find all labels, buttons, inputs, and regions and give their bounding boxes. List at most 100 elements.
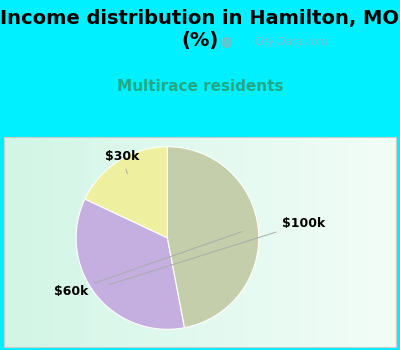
Bar <box>213 136 216 346</box>
Bar <box>174 136 177 346</box>
Bar <box>292 136 295 346</box>
Bar <box>373 136 376 346</box>
Bar <box>151 136 154 346</box>
Bar <box>27 136 30 346</box>
Bar <box>318 136 321 346</box>
Bar <box>125 136 128 346</box>
Bar <box>17 136 20 346</box>
Bar <box>236 136 239 346</box>
Bar <box>220 136 223 346</box>
Bar <box>118 136 122 346</box>
Bar <box>380 136 383 346</box>
Bar <box>304 136 308 346</box>
Bar <box>393 136 396 346</box>
Bar <box>102 136 105 346</box>
Bar <box>301 136 304 346</box>
Bar <box>242 136 246 346</box>
Bar <box>285 136 288 346</box>
Bar <box>269 136 272 346</box>
Bar <box>383 136 386 346</box>
Bar <box>331 136 334 346</box>
Bar <box>206 136 210 346</box>
Bar <box>14 136 17 346</box>
Bar <box>334 136 337 346</box>
Bar <box>262 136 265 346</box>
Bar <box>158 136 161 346</box>
Bar <box>360 136 363 346</box>
Bar <box>46 136 50 346</box>
Bar <box>246 136 249 346</box>
Bar <box>210 136 213 346</box>
Bar <box>40 136 43 346</box>
Bar <box>50 136 53 346</box>
Bar <box>203 136 206 346</box>
Bar <box>99 136 102 346</box>
Bar <box>73 136 76 346</box>
Bar <box>177 136 180 346</box>
Bar <box>187 136 190 346</box>
Bar <box>265 136 268 346</box>
Bar <box>386 136 390 346</box>
Bar <box>390 136 393 346</box>
Bar <box>324 136 327 346</box>
Bar <box>308 136 311 346</box>
Bar <box>122 136 125 346</box>
Bar <box>230 136 233 346</box>
Bar <box>135 136 138 346</box>
Bar <box>92 136 96 346</box>
Bar <box>128 136 131 346</box>
Bar <box>79 136 82 346</box>
Bar <box>233 136 236 346</box>
Bar <box>66 136 69 346</box>
Bar <box>259 136 262 346</box>
Bar <box>321 136 324 346</box>
Bar <box>180 136 184 346</box>
Wedge shape <box>76 199 184 329</box>
Bar <box>288 136 292 346</box>
Bar <box>164 136 167 346</box>
Bar <box>10 136 14 346</box>
Text: $100k: $100k <box>109 217 325 285</box>
Bar <box>86 136 89 346</box>
Bar <box>144 136 148 346</box>
Bar <box>216 136 220 346</box>
Bar <box>337 136 340 346</box>
Bar <box>89 136 92 346</box>
Bar <box>363 136 366 346</box>
Bar <box>34 136 37 346</box>
Bar <box>200 136 203 346</box>
Bar <box>350 136 354 346</box>
Bar <box>60 136 63 346</box>
Bar <box>76 136 79 346</box>
Bar <box>161 136 164 346</box>
Bar <box>53 136 56 346</box>
Bar <box>295 136 298 346</box>
Bar <box>69 136 73 346</box>
Bar <box>340 136 344 346</box>
Bar <box>370 136 373 346</box>
Bar <box>357 136 360 346</box>
Bar <box>190 136 194 346</box>
Bar <box>24 136 27 346</box>
Bar <box>115 136 118 346</box>
Bar <box>30 136 34 346</box>
Bar <box>239 136 242 346</box>
Bar <box>249 136 252 346</box>
Bar <box>194 136 197 346</box>
Bar <box>131 136 135 346</box>
Bar <box>354 136 357 346</box>
Bar <box>327 136 331 346</box>
Bar <box>112 136 115 346</box>
Bar <box>7 136 10 346</box>
Bar <box>43 136 46 346</box>
Bar <box>63 136 66 346</box>
Bar <box>275 136 278 346</box>
Text: $60k: $60k <box>54 232 242 298</box>
Bar <box>314 136 318 346</box>
Bar <box>278 136 282 346</box>
Bar <box>223 136 226 346</box>
Bar <box>82 136 86 346</box>
Bar <box>197 136 200 346</box>
Bar <box>311 136 314 346</box>
Bar <box>366 136 370 346</box>
